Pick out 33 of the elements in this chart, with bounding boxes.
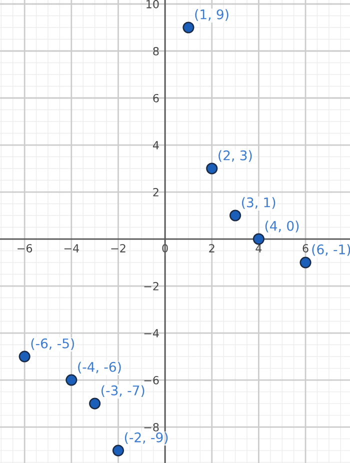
x-tick-label: −6 (18, 244, 32, 252)
point (18, 350, 30, 362)
data-label: (6, -1) (312, 244, 350, 256)
x-tick-label: 4 (256, 244, 262, 252)
point (252, 233, 264, 245)
x-tick-label: −2 (111, 244, 126, 252)
point (66, 374, 78, 386)
data-label: (2, 3) (218, 150, 252, 162)
data-label: (-2, -9) (124, 432, 168, 444)
y-tick-label: 2 (153, 188, 158, 196)
point (206, 162, 218, 174)
x-tick-label: 6 (302, 244, 308, 252)
point (300, 256, 312, 268)
point (112, 444, 124, 456)
y-tick-label: 10 (146, 0, 159, 8)
y-tick-label: −2 (144, 282, 158, 290)
data-label: (4, 0) (265, 220, 299, 232)
y-tick-label: 4 (152, 141, 159, 150)
y-tick-label: −6 (144, 376, 159, 384)
data-label: (-4, -6) (78, 362, 121, 374)
y-tick-label: 8 (153, 46, 159, 56)
point (230, 210, 242, 222)
x-tick-label: 2 (209, 244, 214, 252)
data-label: (-6, -5) (31, 338, 74, 350)
point (89, 398, 101, 410)
data-label: (3, 1) (242, 197, 276, 209)
y-tick-label: −4 (144, 329, 159, 338)
data-label: (-3, -7) (102, 385, 144, 397)
data-label: (1, 9) (195, 9, 228, 21)
point (182, 22, 194, 34)
y-tick-label: −8 (144, 423, 159, 432)
y-tick-label: 6 (153, 94, 159, 102)
x-tick-label: −4 (64, 244, 79, 252)
